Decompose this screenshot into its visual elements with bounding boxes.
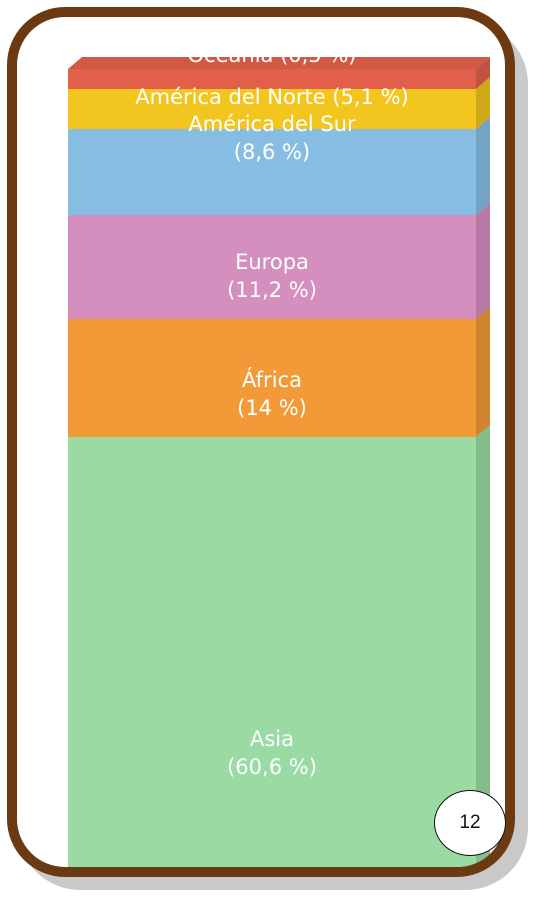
bar-side-oceania <box>476 57 490 89</box>
bar-label-america-del-sur-1: América del Sur <box>188 112 356 136</box>
bar-segment-america-del-norte <box>68 89 476 129</box>
page-number-badge: 12 <box>434 790 506 856</box>
bar-segment-asia <box>68 437 476 867</box>
bar-label-africa-2: (14 %) <box>237 396 307 420</box>
bar-top-oceania <box>68 57 490 69</box>
chart-frame: Oceanía (0,5 %) América del Norte (5,1 %)… <box>7 7 515 877</box>
bar-side-america-del-sur <box>476 117 490 215</box>
bar-label-asia-1: Asia <box>250 727 294 751</box>
bar-side-asia <box>476 425 490 867</box>
bar-label-africa-1: África <box>242 367 302 392</box>
bar-segment-europa <box>68 215 476 319</box>
bar-segment-africa <box>68 319 476 437</box>
bar-label-europa-1: Europa <box>235 250 309 274</box>
bar-side-america-del-norte <box>476 77 490 129</box>
stacked-bar-chart: Oceanía (0,5 %) América del Norte (5,1 %)… <box>68 43 490 867</box>
bar-segment-america-del-sur <box>68 129 476 215</box>
bar-side-europa <box>476 203 490 319</box>
bar-side-africa <box>476 307 490 437</box>
bar-label-asia-2: (60,6 %) <box>227 755 317 779</box>
bar-label-europa-2: (11,2 %) <box>227 278 317 302</box>
bar-label-america-del-norte: América del Norte (5,1 %) <box>135 85 409 109</box>
bar-segment-oceania <box>68 69 476 89</box>
bar-label-america-del-sur-2: (8,6 %) <box>234 140 310 164</box>
bar-label-oceania: Oceanía (0,5 %) <box>188 43 357 67</box>
